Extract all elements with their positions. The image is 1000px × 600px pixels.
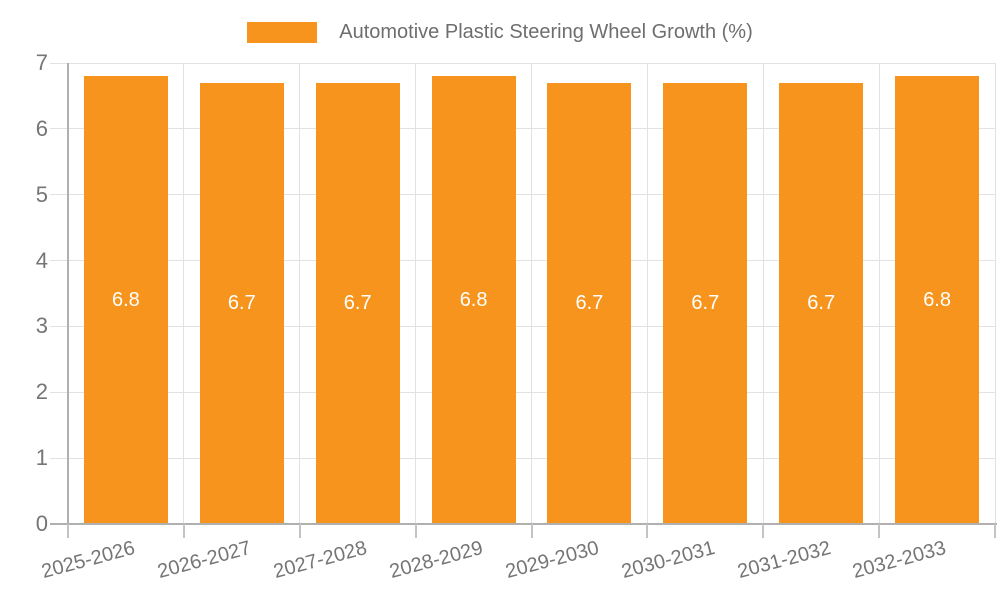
gridline-horizontal	[50, 457, 995, 459]
x-axis-category-label: 2027-2028	[271, 537, 370, 584]
bar-value-label: 6.8	[111, 288, 140, 311]
bar[interactable]: 6.7	[663, 82, 748, 524]
bar-value-label: 6.8	[923, 288, 951, 311]
legend-swatch	[247, 22, 318, 43]
x-axis-category-label: 2031-2032	[734, 537, 833, 584]
x-axis-category-label: 2030-2031	[618, 537, 718, 584]
y-axis-tick-label: 7	[35, 50, 48, 75]
x-axis-tick	[994, 524, 996, 538]
bar[interactable]: 6.7	[547, 82, 632, 524]
bar-value-label: 6.7	[807, 291, 836, 314]
y-axis-tick-label: 0	[35, 511, 48, 536]
x-axis-category-label: 2032-2033	[850, 537, 949, 584]
bar-value-label: 6.8	[459, 288, 488, 311]
gridline-vertical	[878, 63, 880, 524]
bar-value-label: 6.7	[343, 291, 372, 314]
legend: Automotive Plastic Steering Wheel Growth…	[0, 20, 1000, 45]
legend-label: Automotive Plastic Steering Wheel Growth…	[339, 21, 753, 43]
gridline-vertical	[183, 63, 185, 524]
gridline-vertical	[994, 63, 996, 524]
gridline-vertical	[531, 63, 532, 524]
gridline-horizontal	[50, 260, 995, 262]
x-axis-tick	[530, 524, 533, 538]
legend-item[interactable]: Automotive Plastic Steering Wheel Growth…	[247, 20, 753, 45]
y-axis-tick-label: 5	[35, 181, 48, 207]
x-axis-tick	[878, 524, 881, 538]
y-axis-line	[67, 63, 69, 524]
x-axis-line	[50, 523, 997, 525]
gridline-vertical	[762, 63, 764, 524]
gridline-horizontal	[50, 325, 995, 327]
bar[interactable]: 6.8	[431, 76, 516, 524]
x-axis-category-label: 2028-2029	[387, 537, 486, 584]
bar[interactable]: 6.7	[779, 82, 864, 524]
bar[interactable]: 6.8	[83, 76, 168, 524]
y-axis-tick-label: 4	[35, 247, 48, 273]
x-axis-tick	[646, 524, 649, 538]
x-axis-tick	[762, 524, 765, 538]
bar[interactable]: 6.7	[199, 82, 284, 524]
bar-value-label: 6.7	[691, 291, 720, 314]
gridline-vertical	[646, 63, 648, 524]
y-axis-tick-label: 6	[35, 115, 48, 141]
y-axis-tick-label: 3	[35, 313, 48, 339]
gridline-vertical	[415, 63, 417, 524]
bar[interactable]: 6.7	[315, 82, 400, 524]
gridline-horizontal	[50, 128, 995, 130]
x-axis-tick	[298, 524, 301, 538]
x-axis-tick	[67, 524, 69, 538]
bar-value-label: 6.7	[227, 291, 256, 314]
x-axis-category-label: 2025-2026	[39, 537, 138, 584]
bar[interactable]: 6.8	[895, 76, 980, 524]
x-axis-tick	[182, 524, 185, 538]
x-axis-category-label: 2026-2027	[155, 537, 254, 584]
y-axis-tick-label: 1	[35, 445, 48, 471]
x-axis-tick	[414, 524, 417, 538]
y-axis-tick-label: 2	[35, 379, 48, 405]
gridline-horizontal	[50, 391, 995, 393]
gridline-horizontal	[50, 62, 995, 64]
x-axis-category-label: 2029-2030	[503, 537, 602, 584]
gridline-vertical	[299, 63, 301, 524]
gridline-horizontal	[50, 194, 995, 196]
bar-value-label: 6.7	[575, 291, 604, 314]
